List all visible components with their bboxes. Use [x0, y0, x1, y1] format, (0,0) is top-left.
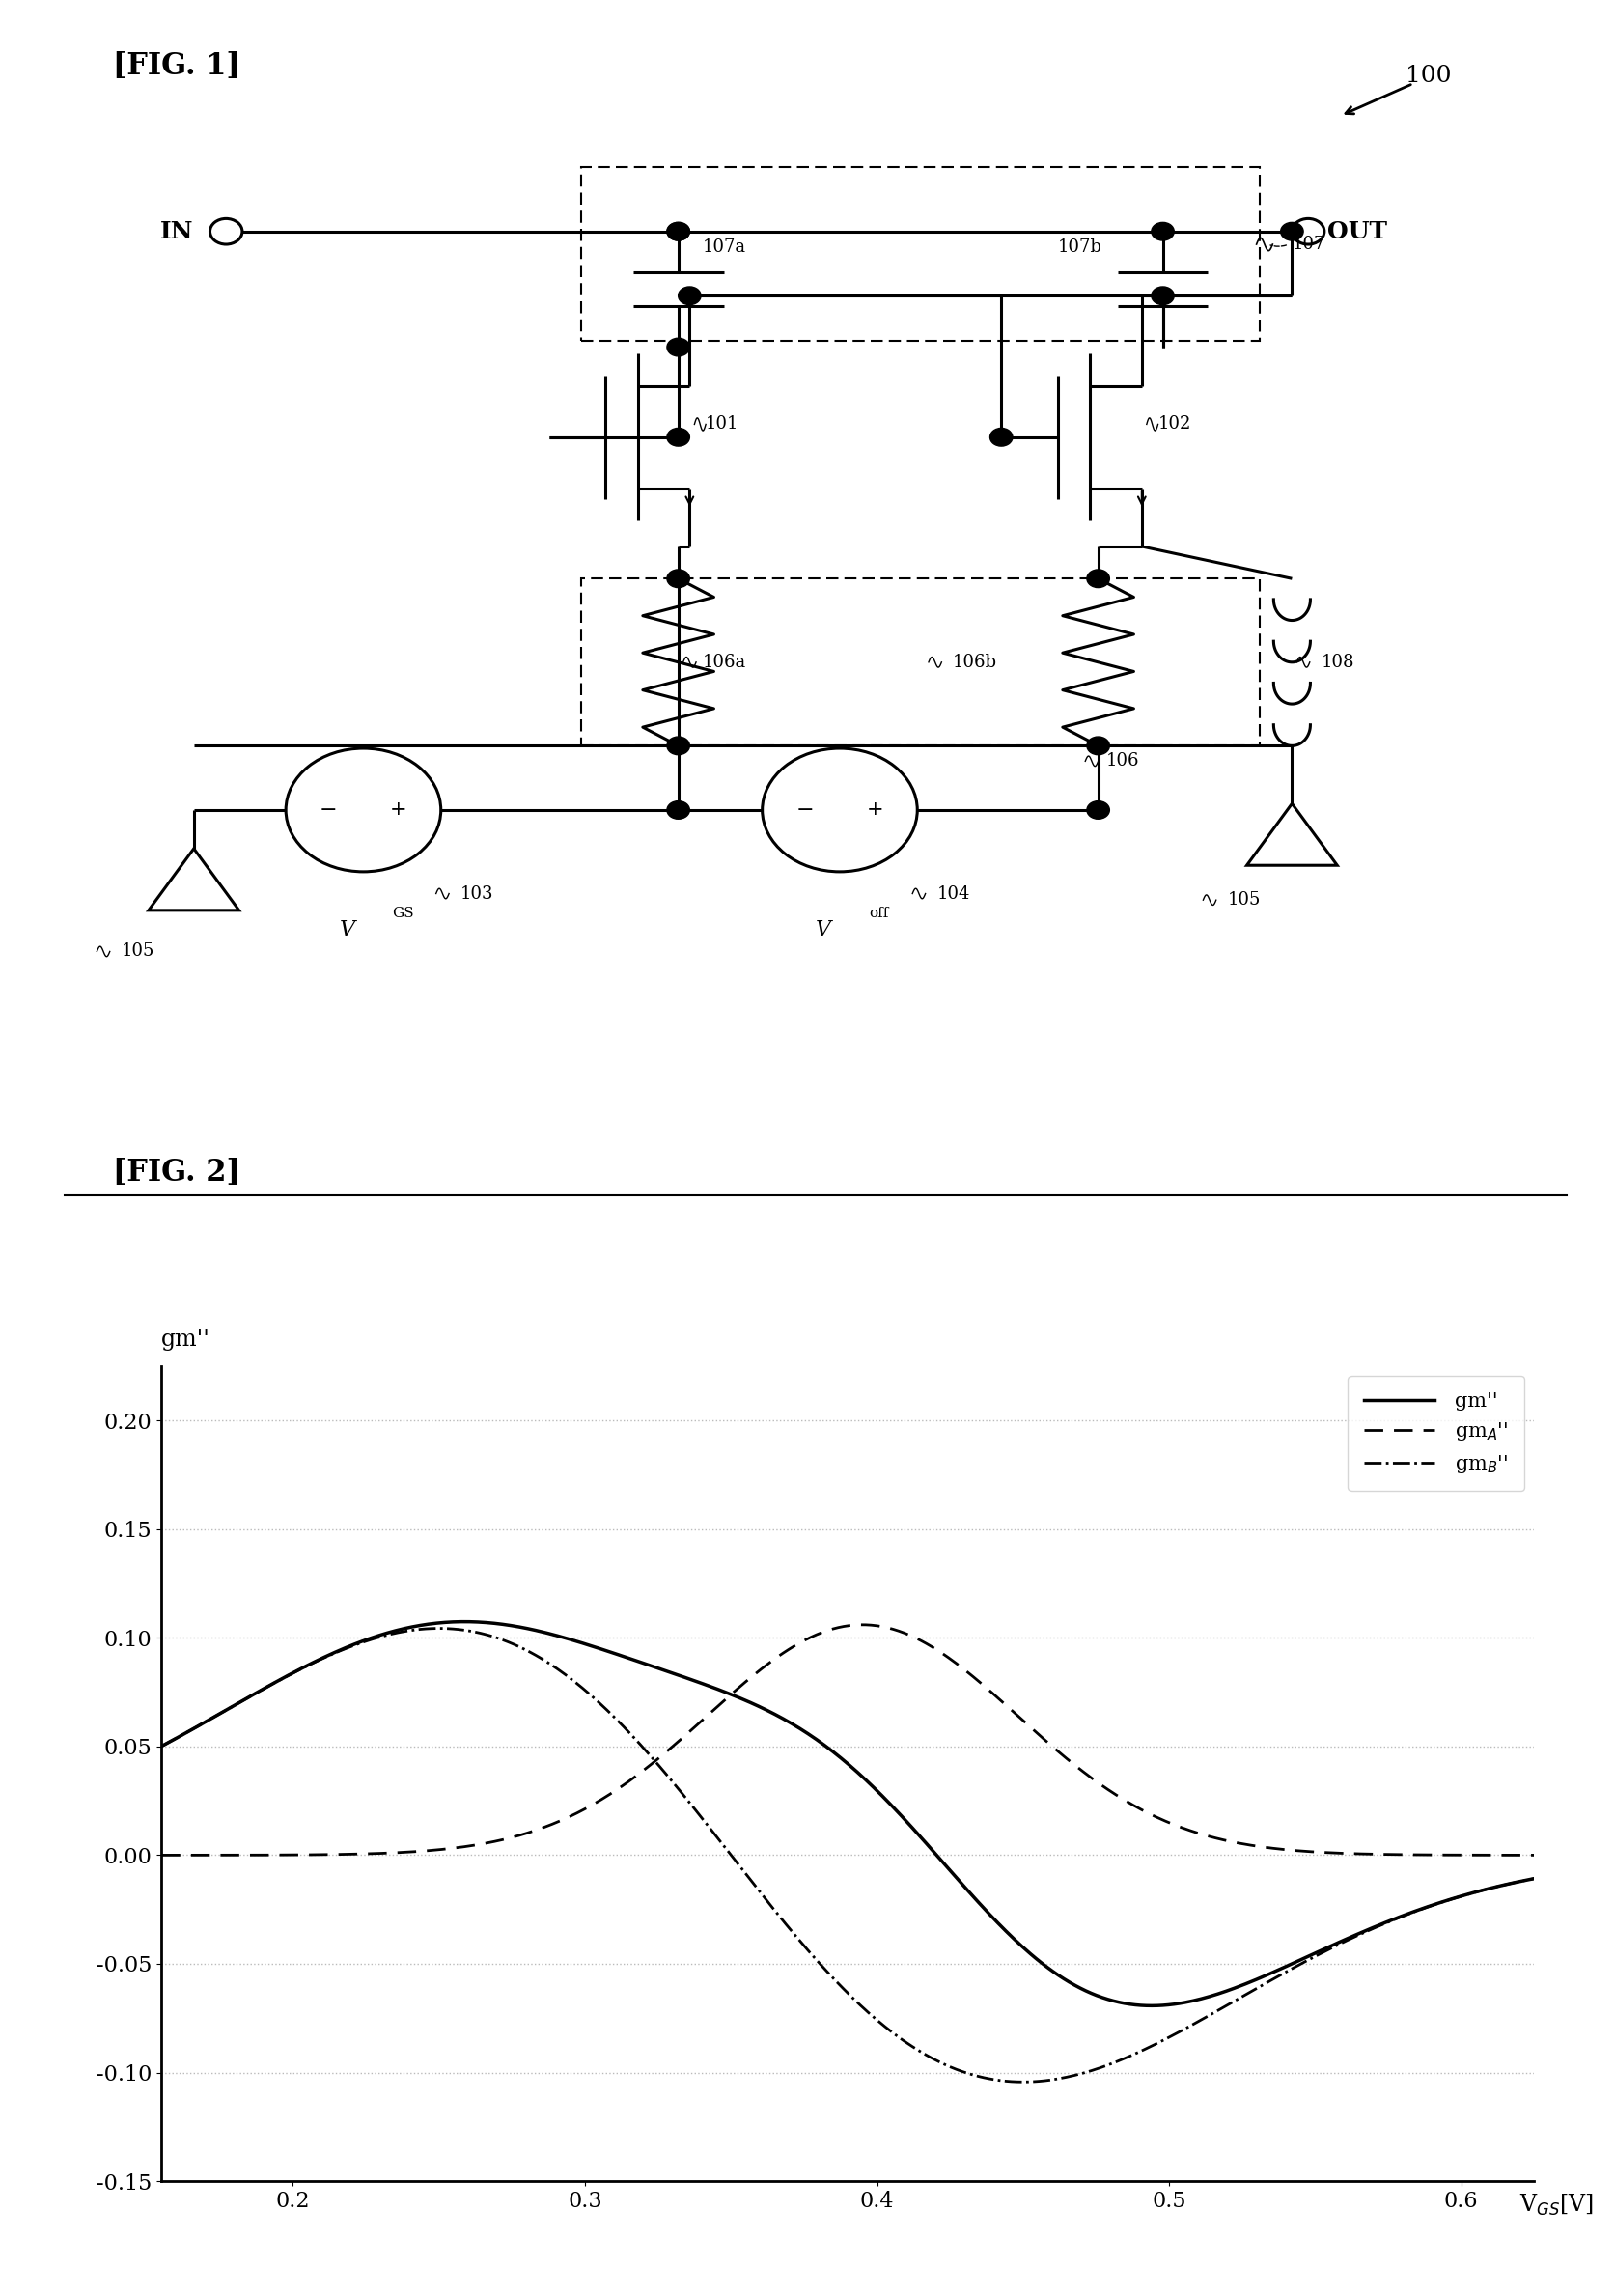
Text: 107b: 107b: [1058, 239, 1101, 255]
Text: 106a: 106a: [703, 654, 746, 670]
Circle shape: [667, 569, 690, 588]
Text: V: V: [339, 918, 355, 941]
Text: V$_{GS}$[V]: V$_{GS}$[V]: [1520, 2193, 1594, 2218]
Text: off: off: [869, 907, 888, 921]
Text: 105: 105: [1227, 891, 1261, 909]
Text: 107: 107: [1292, 236, 1326, 253]
Circle shape: [667, 223, 690, 241]
Circle shape: [667, 737, 690, 755]
Text: +: +: [866, 801, 883, 820]
Text: IN: IN: [160, 220, 194, 243]
Text: 100: 100: [1405, 64, 1450, 87]
Text: 106: 106: [1106, 753, 1140, 769]
Text: V: V: [816, 918, 832, 941]
Text: GS: GS: [392, 907, 415, 921]
Circle shape: [1151, 287, 1174, 305]
Circle shape: [1281, 223, 1303, 241]
Bar: [581, 168, 1260, 340]
Text: OUT: OUT: [1328, 220, 1387, 243]
Circle shape: [667, 338, 690, 356]
Circle shape: [667, 801, 690, 820]
Text: 108: 108: [1321, 654, 1355, 670]
Text: 105: 105: [121, 944, 155, 960]
Text: 104: 104: [937, 884, 971, 902]
Text: [FIG. 2]: [FIG. 2]: [113, 1157, 241, 1187]
Text: [FIG. 1]: [FIG. 1]: [113, 51, 241, 80]
Text: gm'': gm'': [162, 1329, 210, 1350]
Text: +: +: [389, 801, 407, 820]
Legend: gm'', gm$_A$'', gm$_B$'': gm'', gm$_A$'', gm$_B$'': [1349, 1375, 1525, 1490]
Circle shape: [667, 223, 690, 241]
Circle shape: [1087, 737, 1110, 755]
Text: 106b: 106b: [953, 654, 996, 670]
Text: 103: 103: [460, 884, 494, 902]
Text: 107a: 107a: [703, 239, 746, 255]
Circle shape: [1151, 223, 1174, 241]
Circle shape: [1087, 801, 1110, 820]
Circle shape: [1087, 569, 1110, 588]
Circle shape: [678, 287, 701, 305]
Bar: [581, 579, 1260, 746]
Text: −: −: [796, 799, 814, 820]
Text: 102: 102: [1158, 416, 1192, 434]
Text: −: −: [320, 799, 338, 820]
Circle shape: [667, 427, 690, 445]
Circle shape: [990, 427, 1013, 445]
Text: 101: 101: [706, 416, 740, 434]
